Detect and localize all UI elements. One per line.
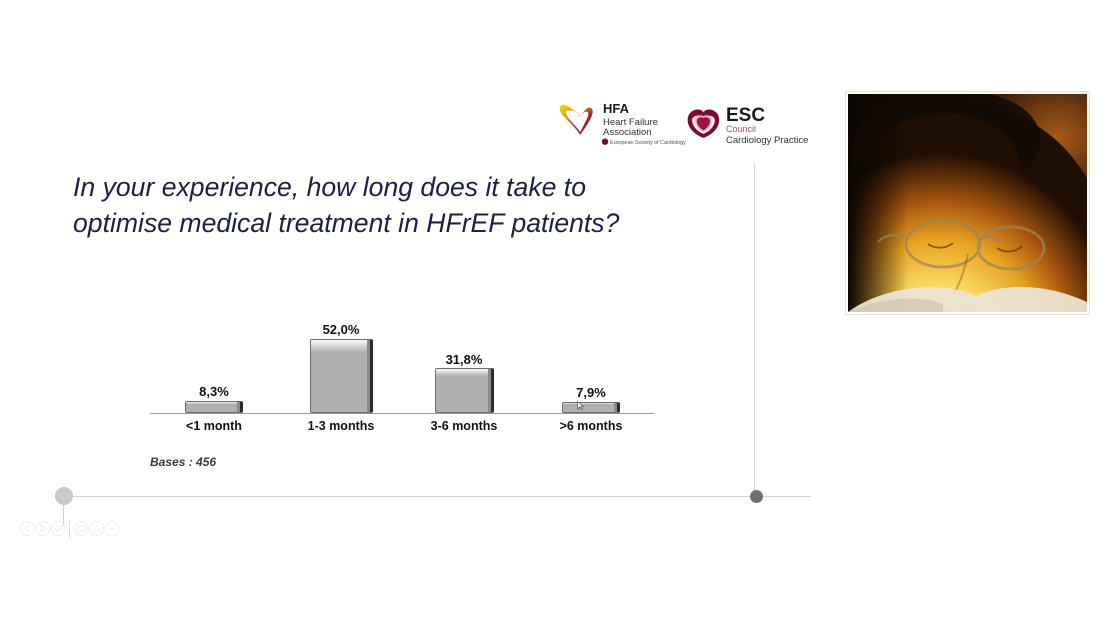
svg-text:Cardiology Practice: Cardiology Practice [726, 135, 808, 146]
svg-text:Council: Council [726, 124, 756, 134]
svg-text:ESC: ESC [726, 105, 765, 126]
